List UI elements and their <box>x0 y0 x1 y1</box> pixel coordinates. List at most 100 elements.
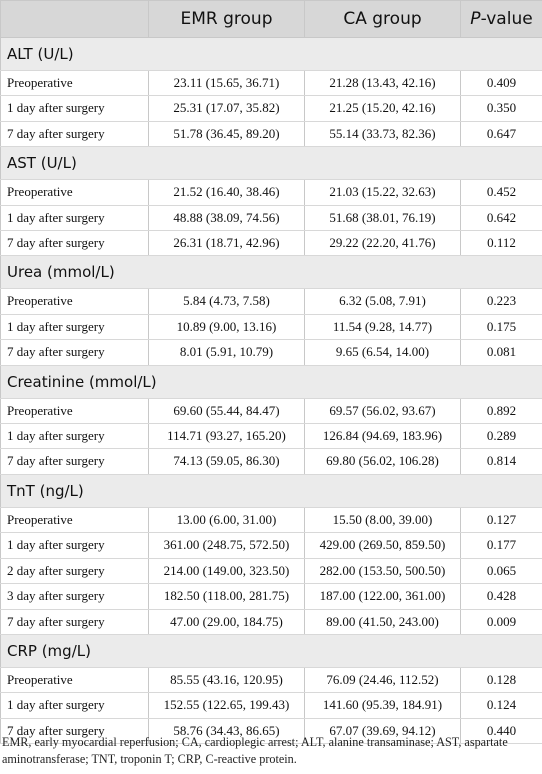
row-label: 1 day after surgery <box>0 532 149 559</box>
row-label: Preoperative <box>0 179 149 206</box>
row-label: 7 day after surgery <box>0 120 149 148</box>
table-row: 7 day after surgery 26.31 (18.71, 42.96) 2… <box>0 230 542 257</box>
table-row: Preoperative 85.55 (43.16, 120.95) 76.09 (… <box>0 666 542 694</box>
row-label: Preoperative <box>0 69 149 97</box>
emr-value: 47.00 (29.00, 184.75) <box>148 608 305 635</box>
ca-value: 11.54 (9.28, 14.77) <box>304 313 461 341</box>
row-label: 7 day after surgery <box>0 717 149 745</box>
ca-value: 141.60 (95.39, 184.91) <box>304 692 461 719</box>
emr-value: 85.55 (43.16, 120.95) <box>148 666 305 694</box>
ca-value: 126.84 (94.69, 183.96) <box>304 423 461 450</box>
p-value: 0.127 <box>460 506 542 534</box>
emr-value: 51.78 (36.45, 89.20) <box>148 120 305 148</box>
p-value: 0.177 <box>460 532 542 559</box>
section-title: TnT (ng/L) <box>0 473 542 508</box>
section-header-row: ALT (U/L) <box>0 37 542 71</box>
p-value: 0.350 <box>460 95 542 122</box>
emr-value: 182.50 (118.00, 281.75) <box>148 583 305 610</box>
row-label: 7 day after surgery <box>0 448 149 475</box>
ca-value: 69.57 (56.02, 93.67) <box>304 397 461 425</box>
row-label: 3 day after surgery <box>0 583 149 610</box>
emr-value: 58.76 (34.43, 86.65) <box>148 717 305 745</box>
table-row: Preoperative 21.52 (16.40, 38.46) 21.03 (1… <box>0 179 542 206</box>
ca-value: 29.22 (22.20, 41.76) <box>304 230 461 257</box>
p-value: 0.112 <box>460 230 542 257</box>
table-row: 1 day after surgery 10.89 (9.00, 13.16) 11… <box>0 313 542 341</box>
table-row: 7 day after surgery 47.00 (29.00, 184.75)… <box>0 608 542 635</box>
table-row: 1 day after surgery 48.88 (38.09, 74.56) 5… <box>0 204 542 232</box>
emr-value: 25.31 (17.07, 35.82) <box>148 95 305 122</box>
section-title: ALT (U/L) <box>0 37 542 71</box>
ca-value: 51.68 (38.01, 76.19) <box>304 204 461 232</box>
emr-value: 13.00 (6.00, 31.00) <box>148 506 305 534</box>
p-value: 0.223 <box>460 288 542 315</box>
emr-value: 23.11 (15.65, 36.71) <box>148 69 305 97</box>
emr-value: 214.00 (149.00, 323.50) <box>148 557 305 585</box>
table-row: 7 day after surgery 8.01 (5.91, 10.79) 9.6… <box>0 339 542 366</box>
emr-value: 69.60 (55.44, 84.47) <box>148 397 305 425</box>
header-p-italic: P <box>470 9 481 29</box>
emr-value: 5.84 (4.73, 7.58) <box>148 288 305 315</box>
row-label: Preoperative <box>0 506 149 534</box>
ca-value: 15.50 (8.00, 39.00) <box>304 506 461 534</box>
table-row: 1 day after surgery 25.31 (17.07, 35.82) 2… <box>0 95 542 122</box>
section-title: Urea (mmol/L) <box>0 255 542 290</box>
table-row: 7 day after surgery 58.76 (34.43, 86.65) 6… <box>0 717 542 745</box>
row-label: Preoperative <box>0 666 149 694</box>
emr-value: 8.01 (5.91, 10.79) <box>148 339 305 366</box>
header-ca-group: CA group <box>304 0 461 38</box>
section-header-row: TnT (ng/L) <box>0 473 542 508</box>
p-value: 0.009 <box>460 608 542 635</box>
table-row: 1 day after surgery 361.00 (248.75, 572.5… <box>0 532 542 559</box>
table-row: Preoperative 69.60 (55.44, 84.47) 69.57 (5… <box>0 397 542 425</box>
header-p-value: P-value <box>460 0 542 38</box>
row-label: 1 day after surgery <box>0 95 149 122</box>
p-value: 0.647 <box>460 120 542 148</box>
header-label-cell <box>0 0 149 38</box>
p-value: 0.128 <box>460 666 542 694</box>
section-header-row: Creatinine (mmol/L) <box>0 364 542 399</box>
p-value: 0.642 <box>460 204 542 232</box>
p-value: 0.440 <box>460 717 542 745</box>
ca-value: 21.25 (15.20, 42.16) <box>304 95 461 122</box>
emr-value: 10.89 (9.00, 13.16) <box>148 313 305 341</box>
p-value: 0.289 <box>460 423 542 450</box>
row-label: 1 day after surgery <box>0 423 149 450</box>
table-header-row: EMR group CA group P-value <box>0 0 542 38</box>
p-value: 0.124 <box>460 692 542 719</box>
emr-value: 26.31 (18.71, 42.96) <box>148 230 305 257</box>
section-header-row: AST (U/L) <box>0 146 542 181</box>
row-label: 7 day after surgery <box>0 339 149 366</box>
table-row: 7 day after surgery 74.13 (59.05, 86.30) 6… <box>0 448 542 475</box>
ca-value: 69.80 (56.02, 106.28) <box>304 448 461 475</box>
emr-value: 152.55 (122.65, 199.43) <box>148 692 305 719</box>
emr-value: 114.71 (93.27, 165.20) <box>148 423 305 450</box>
emr-value: 74.13 (59.05, 86.30) <box>148 448 305 475</box>
p-value: 0.814 <box>460 448 542 475</box>
table-row: Preoperative 13.00 (6.00, 31.00) 15.50 (8.… <box>0 506 542 534</box>
ca-value: 21.28 (13.43, 42.16) <box>304 69 461 97</box>
ca-value: 6.32 (5.08, 7.91) <box>304 288 461 315</box>
table-row: 2 day after surgery 214.00 (149.00, 323.5… <box>0 557 542 585</box>
ca-value: 89.00 (41.50, 243.00) <box>304 608 461 635</box>
ca-value: 282.00 (153.50, 500.50) <box>304 557 461 585</box>
row-label: 7 day after surgery <box>0 230 149 257</box>
row-label: Preoperative <box>0 397 149 425</box>
section-title: CRP (mg/L) <box>0 633 542 668</box>
ca-value: 429.00 (269.50, 859.50) <box>304 532 461 559</box>
row-label: 1 day after surgery <box>0 313 149 341</box>
section-header-row: CRP (mg/L) <box>0 633 542 668</box>
p-value: 0.409 <box>460 69 542 97</box>
table-row: 7 day after surgery 51.78 (36.45, 89.20) 5… <box>0 120 542 148</box>
emr-value: 21.52 (16.40, 38.46) <box>148 179 305 206</box>
table-row: 1 day after surgery 114.71 (93.27, 165.20… <box>0 423 542 450</box>
emr-value: 48.88 (38.09, 74.56) <box>148 204 305 232</box>
header-emr-group: EMR group <box>148 0 305 38</box>
table-row: Preoperative 23.11 (15.65, 36.71) 21.28 (1… <box>0 69 542 97</box>
table-row: 3 day after surgery 182.50 (118.00, 281.7… <box>0 583 542 610</box>
ca-value: 21.03 (15.22, 32.63) <box>304 179 461 206</box>
row-label: 7 day after surgery <box>0 608 149 635</box>
row-label: 2 day after surgery <box>0 557 149 585</box>
emr-value: 361.00 (248.75, 572.50) <box>148 532 305 559</box>
ca-value: 9.65 (6.54, 14.00) <box>304 339 461 366</box>
